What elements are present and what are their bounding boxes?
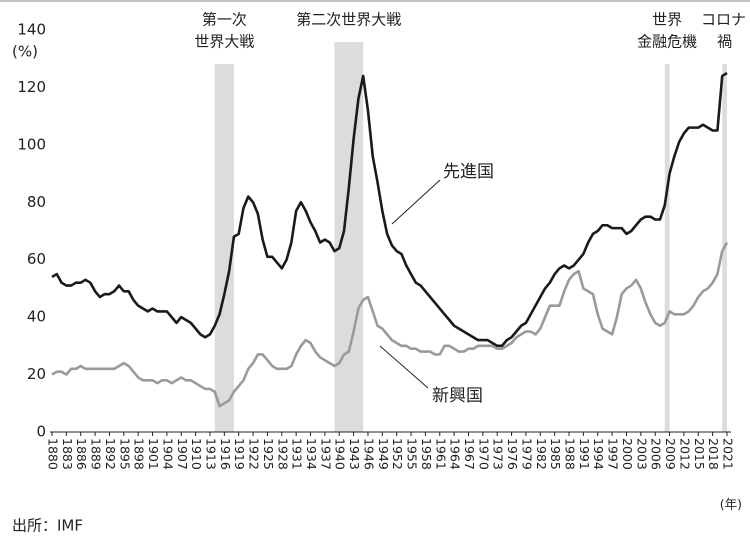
x-tick-label: 1946 (361, 438, 376, 470)
x-tick-label: 1907 (175, 438, 190, 470)
series-label: 先進国 (443, 162, 494, 182)
x-tick-label: 1913 (203, 438, 218, 470)
x-tick-label: 1943 (347, 438, 362, 470)
x-tick-label: 1979 (519, 438, 534, 470)
period-label: 禍 (717, 33, 732, 51)
y-axis-label: (%) (12, 43, 38, 61)
x-tick-label: 1988 (563, 438, 578, 470)
x-tick-label: 1889 (89, 438, 104, 470)
x-tick-label: 2012 (677, 438, 692, 470)
x-tick-label: 1976 (505, 438, 520, 470)
x-tick-label: 1937 (318, 438, 333, 470)
period-label: コロナ (701, 11, 746, 29)
x-tick-label: 1904 (160, 438, 175, 470)
x-tick-label: 2018 (706, 438, 721, 470)
x-tick-label: 2021 (721, 438, 736, 470)
series-line (51, 71, 728, 348)
x-tick-label: 1952 (390, 438, 405, 470)
y-tick-label: 100 (17, 135, 46, 153)
x-tick-label: 1931 (290, 438, 305, 470)
x-tick-label: 1886 (74, 438, 89, 470)
x-tick-label: 1955 (405, 438, 420, 470)
x-tick-label: 1916 (218, 438, 233, 470)
x-tick-label: 1880 (46, 438, 61, 470)
x-tick-label: 1994 (591, 438, 606, 470)
y-tick-label: 40 (27, 308, 46, 326)
leader-line (379, 345, 429, 389)
shaded-period (214, 64, 234, 432)
y-tick-label: 80 (27, 193, 46, 211)
x-tick-label: 1922 (247, 438, 262, 470)
x-axis-label: (年) (720, 497, 742, 512)
leader-line (391, 179, 441, 225)
y-tick-label: 140 (17, 21, 46, 39)
x-tick-label: 1883 (60, 438, 75, 470)
series-line (51, 241, 729, 408)
y-tick-label: 120 (17, 78, 46, 96)
x-tick-label: 1928 (275, 438, 290, 470)
y-tick-label: 60 (27, 250, 46, 268)
x-tick-label: 1895 (117, 438, 132, 470)
period-label: 第二次世界大戦 (296, 11, 401, 29)
x-tick-label: 1958 (419, 438, 434, 470)
y-tick-label: 20 (27, 365, 46, 383)
x-tick-label: 1982 (534, 438, 549, 470)
y-tick-label: 0 (36, 423, 46, 441)
x-tick-label: 2000 (620, 438, 635, 470)
x-tick-label: 1991 (577, 438, 592, 470)
x-tick-label: 1961 (433, 438, 448, 470)
x-tick-label: 1925 (261, 438, 276, 470)
period-label: 第一次 (202, 11, 247, 29)
shaded-period (664, 64, 670, 432)
x-tick-label: 1940 (333, 438, 348, 470)
x-tick-label: 1892 (103, 438, 118, 470)
x-tick-label: 1973 (491, 438, 506, 470)
x-tick-label: 2009 (663, 438, 678, 470)
period-label: 世界大戦 (194, 33, 254, 51)
x-tick-label: 1919 (232, 438, 247, 470)
x-tick-label: 1985 (548, 438, 563, 470)
period-label: 世界 (652, 11, 682, 29)
x-tick-label: 2015 (692, 438, 707, 470)
series-label: 新興国 (432, 386, 483, 406)
x-tick-label: 1997 (606, 438, 621, 470)
period-label: 金融危機 (637, 33, 697, 51)
x-tick-label: 1949 (376, 438, 391, 470)
source: 出所：IMF (12, 517, 83, 535)
x-tick-label: 1934 (304, 438, 319, 470)
x-tick-label: 1910 (189, 438, 204, 470)
x-tick-label: 1967 (462, 438, 477, 470)
x-tick-label: 2003 (634, 438, 649, 470)
x-tick-label: 1898 (132, 438, 147, 470)
x-tick-label: 1970 (476, 438, 491, 470)
x-tick-label: 2006 (649, 438, 664, 470)
x-tick-label: 1901 (146, 438, 161, 470)
x-tick-label: 1964 (448, 438, 463, 470)
